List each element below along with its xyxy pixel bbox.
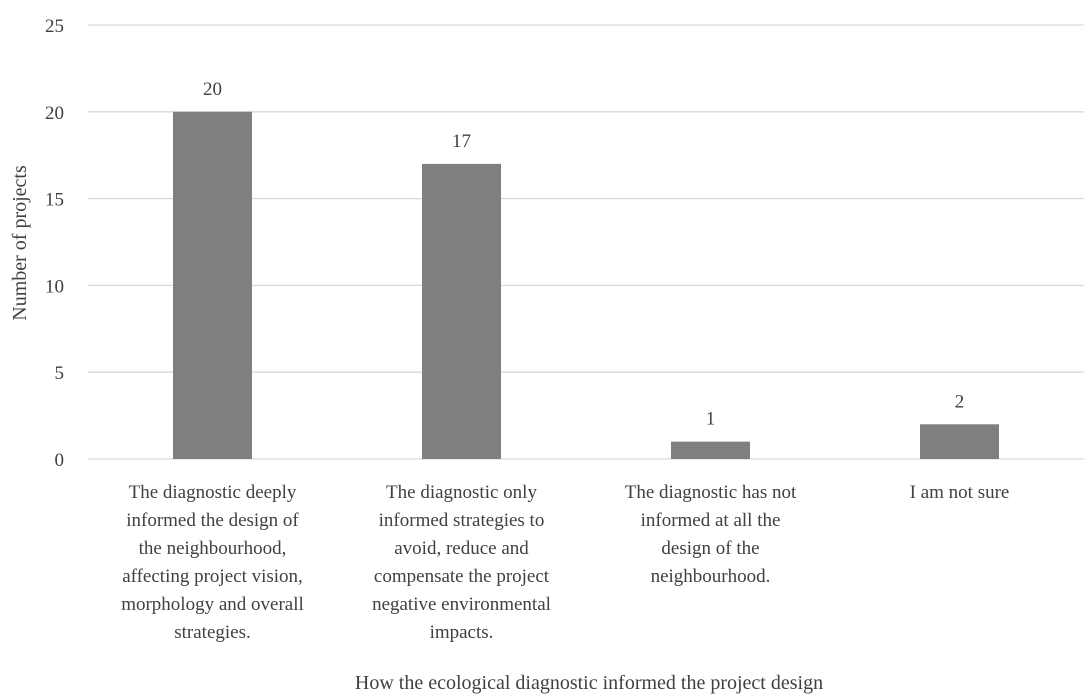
category-label-line: informed strategies to — [379, 510, 545, 531]
category-label-line: informed the design of — [126, 510, 299, 531]
x-axis-title: How the ecological diagnostic informed t… — [355, 672, 823, 694]
bars — [173, 111, 999, 460]
category-label-line: The diagnostic has not — [625, 482, 797, 503]
bar-4 — [920, 424, 999, 459]
category-label-line: impacts. — [430, 622, 494, 643]
gridlines — [88, 24, 1084, 460]
data-label-2: 17 — [452, 131, 471, 152]
category-label-line: neighbourhood. — [651, 566, 771, 587]
data-label-1: 20 — [203, 79, 222, 100]
data-label-3: 1 — [706, 409, 716, 430]
y-axis-ticks: 0 5 10 15 20 25 — [45, 16, 64, 471]
category-label-line: the neighbourhood, — [139, 538, 287, 559]
category-label-2: The diagnostic only informed strategies t… — [372, 482, 551, 643]
bar-3 — [671, 441, 750, 459]
bar-1 — [173, 111, 252, 460]
category-label-line: affecting project vision, — [122, 566, 303, 587]
y-tick-label: 0 — [55, 450, 65, 471]
category-label-line: The diagnostic deeply — [129, 482, 297, 503]
y-axis-title: Number of projects — [9, 165, 31, 321]
y-tick-label: 5 — [55, 363, 65, 384]
category-label-3: The diagnostic has not informed at all th… — [625, 482, 797, 587]
category-label-line: negative environmental — [372, 594, 551, 615]
data-label-4: 2 — [955, 391, 965, 412]
category-label-1: The diagnostic deeply informed the design… — [121, 482, 304, 643]
y-tick-label: 25 — [45, 16, 64, 37]
y-tick-label: 10 — [45, 276, 64, 297]
category-label-line: design of the — [661, 538, 759, 559]
category-label-line: The diagnostic only — [386, 482, 537, 503]
category-label-line: strategies. — [174, 622, 251, 643]
y-tick-label: 20 — [45, 103, 64, 124]
category-label-line: compensate the project — [374, 566, 550, 587]
bar-2 — [422, 163, 501, 459]
category-label-line: I am not sure — [910, 482, 1010, 503]
category-label-4: I am not sure — [910, 482, 1010, 503]
x-axis-categories: The diagnostic deeply informed the design… — [121, 482, 1009, 643]
category-label-line: morphology and overall — [121, 594, 304, 615]
category-label-line: avoid, reduce and — [394, 538, 529, 559]
y-tick-label: 15 — [45, 190, 64, 211]
category-label-line: informed at all the — [641, 510, 781, 531]
data-labels: 20 17 1 2 — [203, 79, 964, 430]
